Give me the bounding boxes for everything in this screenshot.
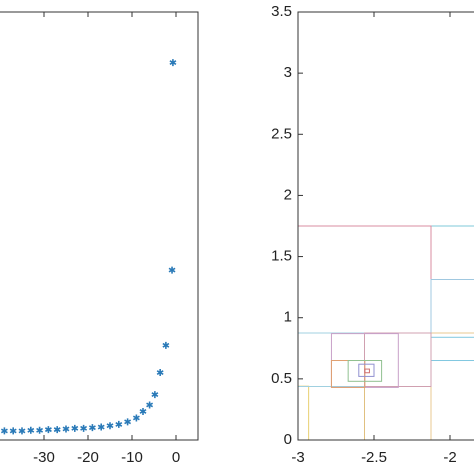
y-tick-label: 2.5: [271, 125, 292, 142]
axes-frame: [0, 11, 199, 441]
cell: [430, 336, 474, 362]
y-tick-label: 0: [284, 431, 292, 448]
x-tick-label: -30: [33, 449, 55, 466]
cell: [298, 385, 310, 440]
point: [0, 427, 8, 435]
point: [27, 426, 35, 434]
y-tick-label: 1: [284, 309, 292, 326]
y-tick-label: 0.5: [271, 370, 292, 387]
cell: [364, 368, 370, 374]
cell: [358, 363, 375, 377]
x-tick-label: -20: [77, 449, 99, 466]
point: [168, 266, 176, 274]
point: [80, 424, 88, 432]
point: [53, 426, 61, 434]
x-tick-label: 0: [172, 449, 180, 466]
y-tick-label: 2: [284, 186, 292, 203]
x-tick-label: -2: [443, 449, 456, 466]
point: [162, 341, 170, 349]
y-tick-label: 1.5: [271, 248, 292, 265]
plot: [0, 59, 177, 435]
cell: [430, 332, 474, 440]
point: [169, 59, 177, 67]
point: [71, 424, 79, 432]
point: [36, 426, 44, 434]
cell: [430, 279, 474, 334]
plot: [298, 12, 474, 440]
point: [106, 422, 114, 430]
point: [151, 391, 159, 399]
y-tick-label: 3.5: [271, 3, 292, 20]
point: [97, 423, 105, 431]
x-tick-label: -10: [121, 449, 143, 466]
point: [88, 424, 96, 432]
point: [18, 427, 26, 435]
cell: [364, 332, 432, 387]
x-tick-label: -3: [291, 449, 304, 466]
point: [62, 425, 70, 433]
point: [156, 369, 164, 377]
axes-frame: [297, 11, 474, 441]
point: [146, 401, 154, 409]
point: [9, 427, 17, 435]
point: [124, 418, 132, 426]
cell: [298, 225, 432, 334]
point: [132, 414, 140, 422]
cell: [298, 386, 365, 440]
point: [139, 407, 147, 415]
y-tick-label: 3: [284, 64, 292, 81]
point: [115, 420, 123, 428]
point: [44, 426, 52, 434]
x-tick-label: -2.5: [361, 449, 387, 466]
cell: [347, 360, 383, 382]
